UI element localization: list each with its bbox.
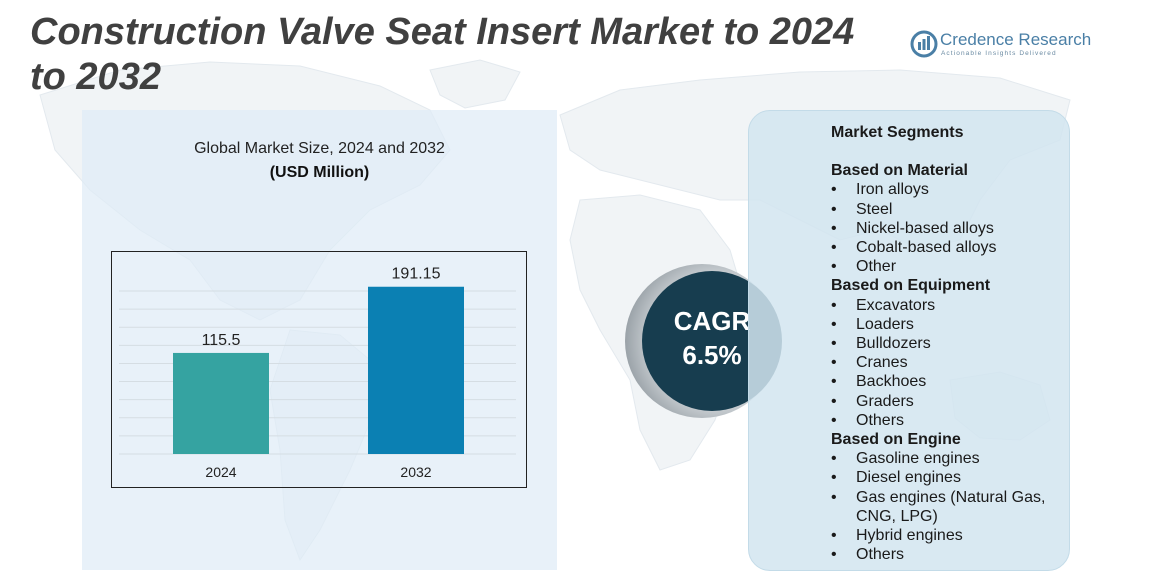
segment-item: Steel xyxy=(831,200,1069,219)
x-tick-label: 2032 xyxy=(400,464,431,480)
segment-item: Others xyxy=(831,545,1069,564)
segment-item: Excavators xyxy=(831,296,1069,315)
segments-heading: Market Segments xyxy=(831,124,964,141)
cagr-circle xyxy=(642,271,782,411)
segment-group-title: Based on Equipment xyxy=(831,277,991,295)
chart-unit: (USD Million) xyxy=(269,164,370,181)
bar-2032 xyxy=(368,286,464,454)
chart-border xyxy=(111,251,527,488)
segment-group-title: Based on Material xyxy=(831,162,968,180)
segment-group-title: Based on Engine xyxy=(831,431,961,449)
logo-name: Credence Research xyxy=(940,30,1092,49)
cagr-value: 6.5% xyxy=(682,340,742,370)
market-segments-panel: Market Segments Based on MaterialIron al… xyxy=(748,110,1070,571)
bar-2024 xyxy=(173,352,269,454)
logo-tagline: Actionable Insights Delivered xyxy=(941,50,1057,57)
logo-mark-icon xyxy=(910,30,938,58)
brand-logo: Credence Research Actionable Insights De… xyxy=(910,28,1100,62)
segment-item: Cobalt-based alloys xyxy=(831,238,1069,257)
segment-item: Diesel engines xyxy=(831,468,1069,487)
segment-list: Gasoline enginesDiesel enginesGas engine… xyxy=(831,449,1069,564)
cagr-badge xyxy=(625,264,782,418)
bar-chart: 115.5 191.15 2024 2032 xyxy=(111,251,527,488)
segment-item: Other xyxy=(831,257,1069,276)
cagr-label: CAGR xyxy=(673,306,751,336)
segment-item: Iron alloys xyxy=(831,180,1069,199)
chart-title: Global Market Size, 2024 and 2032 xyxy=(194,140,445,157)
segment-item: Cranes xyxy=(831,353,1069,372)
segment-list: ExcavatorsLoadersBulldozersCranesBackhoe… xyxy=(831,296,1069,431)
cagr-text: CAGR 6.5% xyxy=(642,304,782,372)
segment-item: Hybrid engines xyxy=(831,526,1069,545)
data-label: 115.5 xyxy=(202,332,241,349)
segment-item: Nickel-based alloys xyxy=(831,219,1069,238)
segment-item: Gasoline engines xyxy=(831,449,1069,468)
data-label: 191.15 xyxy=(392,266,441,283)
segment-list: Iron alloysSteelNickel-based alloysCobal… xyxy=(831,180,1069,276)
page-title: Construction Valve Seat Insert Market to… xyxy=(30,11,855,98)
segment-item: Backhoes xyxy=(831,372,1069,391)
segment-item: Others xyxy=(831,411,1069,430)
segment-item: Bulldozers xyxy=(831,334,1069,353)
segment-item: Gas engines (Natural Gas, CNG, LPG) xyxy=(831,488,1069,526)
x-tick-label: 2024 xyxy=(205,464,236,480)
segment-item: Loaders xyxy=(831,315,1069,334)
chart-panel: Global Market Size, 2024 and 2032 (USD M… xyxy=(82,110,557,570)
segment-item: Graders xyxy=(831,392,1069,411)
